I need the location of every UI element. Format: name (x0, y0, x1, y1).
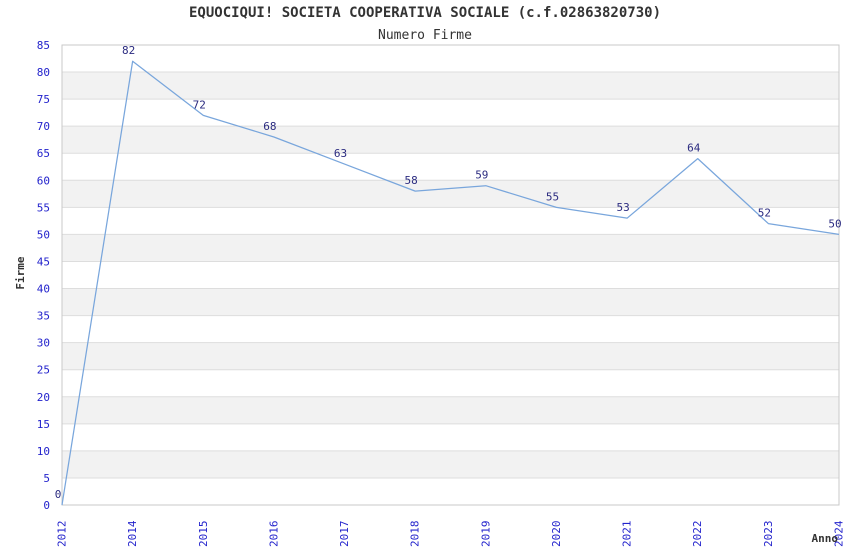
x-tick-label: 2012 (56, 521, 69, 548)
data-point-label: 68 (263, 120, 276, 133)
y-tick-label: 80 (37, 66, 50, 79)
y-tick-label: 10 (37, 445, 50, 458)
plot-band (62, 423, 839, 451)
plot-band (62, 261, 839, 289)
y-tick-label: 65 (37, 147, 50, 160)
y-tick-label: 30 (37, 337, 50, 350)
data-point-label: 50 (828, 217, 841, 230)
x-tick-label: 2024 (833, 520, 846, 547)
plot-band (62, 315, 839, 343)
plot-band (62, 450, 839, 478)
x-tick-label: 2019 (479, 521, 492, 548)
y-tick-label: 70 (37, 120, 50, 133)
x-tick-label: 2021 (621, 521, 634, 548)
x-tick-label: 2015 (197, 521, 210, 548)
plot-band (62, 234, 839, 262)
x-tick-label: 2014 (126, 520, 139, 547)
data-point-label: 59 (475, 169, 488, 182)
chart-title: EQUOCIQUI! SOCIETA COOPERATIVA SOCIALE (… (188, 5, 661, 21)
plot-band (62, 288, 839, 316)
plot-band (62, 153, 839, 181)
y-tick-label: 55 (37, 201, 50, 214)
plot-band (62, 72, 839, 100)
data-point-label: 0 (55, 488, 62, 501)
data-point-label: 52 (758, 207, 771, 220)
plot-band (62, 369, 839, 397)
data-point-label: 72 (193, 98, 206, 111)
y-tick-label: 5 (43, 472, 50, 485)
y-tick-label: 75 (37, 93, 50, 106)
x-tick-label: 2017 (338, 521, 351, 548)
x-axis-title: Anno (812, 532, 839, 545)
x-tick-label: 2016 (267, 521, 280, 548)
data-point-label: 53 (616, 201, 629, 214)
data-point-label: 55 (546, 190, 559, 203)
x-tick-label: 2020 (550, 521, 563, 548)
y-tick-label: 20 (37, 391, 50, 404)
plot-border (61, 44, 840, 506)
x-tick-label: 2023 (762, 521, 775, 548)
y-axis-title: Firme (14, 256, 27, 289)
plot-band (62, 342, 839, 370)
data-point-label: 63 (334, 147, 347, 160)
y-tick-label: 25 (37, 364, 50, 377)
plot-band (62, 180, 839, 208)
y-tick-label: 0 (43, 499, 50, 512)
x-tick-label: 2018 (409, 521, 422, 548)
plot-band (62, 477, 839, 505)
series-line (61, 60, 840, 506)
plot-band (62, 45, 839, 73)
y-tick-label: 50 (37, 228, 50, 241)
plot-band (62, 396, 839, 424)
plot-band (62, 126, 839, 154)
chart-subtitle: Numero Firme (378, 28, 472, 43)
plot-band (62, 207, 839, 235)
y-tick-label: 45 (37, 255, 50, 268)
data-point-label: 82 (122, 44, 135, 57)
y-tick-label: 60 (37, 174, 50, 187)
y-tick-label: 85 (37, 39, 50, 52)
x-tick-label: 2022 (691, 521, 704, 548)
plot-band (62, 99, 839, 127)
y-tick-label: 35 (37, 310, 50, 323)
data-point-label: 58 (405, 174, 418, 187)
y-tick-label: 15 (37, 418, 50, 431)
data-point-label: 64 (687, 142, 701, 155)
y-tick-label: 40 (37, 283, 50, 296)
